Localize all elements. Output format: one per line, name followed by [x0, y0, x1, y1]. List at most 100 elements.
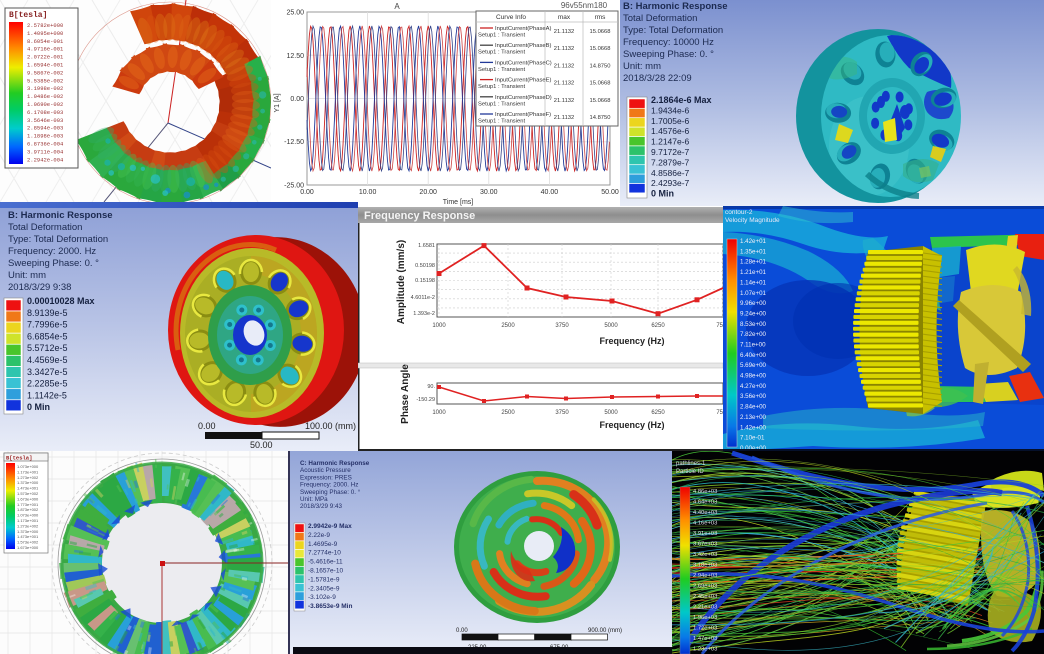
svg-text:5.69e+00: 5.69e+00	[740, 362, 767, 369]
svg-text:1.1142e-5: 1.1142e-5	[27, 390, 67, 400]
svg-text:Time [ms]: Time [ms]	[443, 199, 474, 206]
svg-text:3.67e+03: 3.67e+03	[693, 542, 717, 548]
svg-text:3.56e+00: 3.56e+00	[740, 393, 767, 400]
svg-text:InputCurrent(PhaseD): InputCurrent(PhaseD)	[495, 95, 552, 101]
svg-text:7.10e-01: 7.10e-01	[740, 435, 765, 442]
svg-text:2500: 2500	[501, 323, 515, 329]
svg-text:7.11e+00: 7.11e+00	[740, 342, 766, 349]
svg-text:0.00e+00: 0.00e+00	[740, 445, 767, 452]
svg-text:1.4695e-9: 1.4695e-9	[308, 541, 338, 548]
svg-text:21.1132: 21.1132	[554, 115, 575, 121]
svg-text:2018/3/28 22:09: 2018/3/28 22:09	[623, 73, 692, 84]
svg-text:Frequency: 10000 Hz: Frequency: 10000 Hz	[623, 37, 714, 48]
svg-text:2.0722e-001: 2.0722e-001	[27, 54, 64, 61]
svg-text:InputCurrent(PhaseC): InputCurrent(PhaseC)	[495, 60, 552, 66]
svg-text:1.173e+001: 1.173e+001	[17, 469, 39, 474]
svg-text:8.6054e-001: 8.6054e-001	[27, 38, 64, 45]
svg-text:1.42e+01: 1.42e+01	[740, 238, 767, 245]
svg-text:B: Harmonic Response: B: Harmonic Response	[8, 210, 113, 221]
svg-text:Type: Total Deformation: Type: Total Deformation	[8, 234, 108, 245]
svg-text:Acoustic Pressure: Acoustic Pressure	[300, 467, 351, 474]
svg-text:14.8750: 14.8750	[590, 63, 611, 69]
svg-text:0.00: 0.00	[300, 189, 314, 196]
svg-text:4.86e+03: 4.86e+03	[693, 489, 717, 495]
svg-text:1.0486e-002: 1.0486e-002	[27, 93, 63, 100]
svg-text:2.5782e+000: 2.5782e+000	[27, 22, 63, 29]
svg-text:InputCurrent(PhaseF): InputCurrent(PhaseF)	[495, 112, 551, 118]
svg-text:90.: 90.	[427, 384, 435, 390]
svg-text:0 Min: 0 Min	[27, 402, 50, 412]
svg-text:Sweeping Phase: 0. °: Sweeping Phase: 0. °	[8, 258, 99, 269]
svg-text:Frequency Response: Frequency Response	[364, 210, 475, 222]
svg-text:1.473e+001: 1.473e+001	[17, 534, 39, 539]
svg-text:6.1708e-003: 6.1708e-003	[27, 109, 63, 116]
svg-text:15.0668: 15.0668	[590, 29, 611, 35]
svg-text:96v55nm180: 96v55nm180	[561, 1, 608, 10]
svg-text:1.4576e-6: 1.4576e-6	[651, 126, 690, 136]
svg-text:8.53e+00: 8.53e+00	[740, 321, 767, 328]
svg-text:1.393e-2: 1.393e-2	[413, 311, 435, 317]
svg-text:1.573e+002: 1.573e+002	[17, 491, 39, 496]
svg-text:3.9711e-004: 3.9711e-004	[27, 148, 64, 155]
svg-text:1.6581: 1.6581	[418, 243, 435, 249]
svg-text:50.00: 50.00	[250, 440, 273, 450]
svg-text:1.073e+000: 1.073e+000	[17, 513, 39, 518]
svg-text:Unit: mm: Unit: mm	[8, 270, 46, 281]
svg-text:1.7005e-6: 1.7005e-6	[651, 116, 690, 126]
svg-text:B: Harmonic Response: B: Harmonic Response	[623, 1, 728, 12]
svg-text:-25.00: -25.00	[284, 183, 304, 190]
svg-text:A: A	[394, 2, 400, 11]
svg-text:1.673e+000: 1.673e+000	[17, 496, 39, 501]
svg-text:9.7172e-7: 9.7172e-7	[651, 147, 690, 157]
svg-text:0 Min: 0 Min	[651, 189, 674, 199]
svg-text:40.00: 40.00	[541, 189, 559, 196]
svg-text:1.873e+002: 1.873e+002	[17, 507, 39, 512]
svg-text:21.1132: 21.1132	[554, 81, 575, 87]
svg-text:Total Deformation: Total Deformation	[623, 13, 697, 24]
svg-text:2018/3/29 9:43: 2018/3/29 9:43	[300, 503, 343, 510]
svg-text:Sweeping Phase: 0. °: Sweeping Phase: 0. °	[300, 488, 361, 496]
svg-text:Amplitude (mm/s): Amplitude (mm/s)	[396, 240, 407, 324]
svg-text:6250: 6250	[651, 410, 665, 416]
svg-text:1.35e+01: 1.35e+01	[740, 248, 767, 255]
svg-text:1.4095e+000: 1.4095e+000	[27, 30, 63, 37]
svg-text:Type: Total Deformation: Type: Total Deformation	[623, 25, 723, 36]
svg-text:7.2774e-10: 7.2774e-10	[308, 550, 341, 557]
svg-text:-8.1657e-10: -8.1657e-10	[308, 568, 343, 575]
svg-text:Setup1 : Transient: Setup1 : Transient	[478, 84, 525, 90]
svg-text:1.47e+03: 1.47e+03	[693, 636, 717, 642]
svg-text:0.00010028 Max: 0.00010028 Max	[27, 296, 95, 306]
svg-text:Frequency (Hz): Frequency (Hz)	[599, 420, 664, 430]
svg-text:4.8586e-7: 4.8586e-7	[651, 168, 690, 178]
svg-text:Setup1 : Transient: Setup1 : Transient	[478, 101, 525, 107]
svg-text:4.27e+00: 4.27e+00	[740, 383, 767, 390]
svg-text:2.8594e-003: 2.8594e-003	[27, 125, 63, 132]
svg-text:4.64e+03: 4.64e+03	[693, 500, 717, 506]
svg-text:Sweeping Phase: 0. °: Sweeping Phase: 0. °	[623, 49, 714, 60]
svg-text:2.4293e-7: 2.4293e-7	[651, 178, 690, 188]
svg-text:0.00: 0.00	[456, 628, 468, 634]
svg-text:Unit: MPa: Unit: MPa	[300, 496, 328, 503]
svg-text:2.45e+03: 2.45e+03	[693, 594, 717, 600]
svg-text:Setup1 : Transient: Setup1 : Transient	[478, 119, 525, 125]
svg-text:0.00: 0.00	[290, 96, 304, 103]
svg-text:3.42e+03: 3.42e+03	[693, 552, 717, 558]
svg-text:Setup1 : Transient: Setup1 : Transient	[478, 50, 525, 56]
svg-text:InputCurrent(PhaseB): InputCurrent(PhaseB)	[495, 43, 551, 49]
svg-text:2.22e-9: 2.22e-9	[308, 532, 330, 539]
svg-text:4.4569e-5: 4.4569e-5	[27, 355, 68, 365]
svg-text:C: Harmonic Response: C: Harmonic Response	[300, 460, 370, 467]
svg-text:1.0690e-002: 1.0690e-002	[27, 101, 63, 108]
svg-text:3750: 3750	[555, 323, 569, 329]
svg-text:1.173e+001: 1.173e+001	[17, 518, 39, 523]
svg-text:2.13e+00: 2.13e+00	[740, 414, 767, 421]
svg-text:1.07e+01: 1.07e+01	[740, 290, 767, 297]
svg-text:15.0668: 15.0668	[590, 46, 611, 52]
svg-text:2.84e+00: 2.84e+00	[740, 404, 767, 411]
svg-text:7500: 7500	[716, 323, 723, 329]
svg-text:Velocity Magnitude: Velocity Magnitude	[725, 217, 780, 224]
svg-text:8.9139e-5: 8.9139e-5	[27, 308, 68, 318]
svg-text:21.1132: 21.1132	[554, 63, 575, 69]
svg-text:Frequency: 2000. Hz: Frequency: 2000. Hz	[8, 246, 96, 257]
svg-text:6.40e+00: 6.40e+00	[740, 352, 767, 359]
